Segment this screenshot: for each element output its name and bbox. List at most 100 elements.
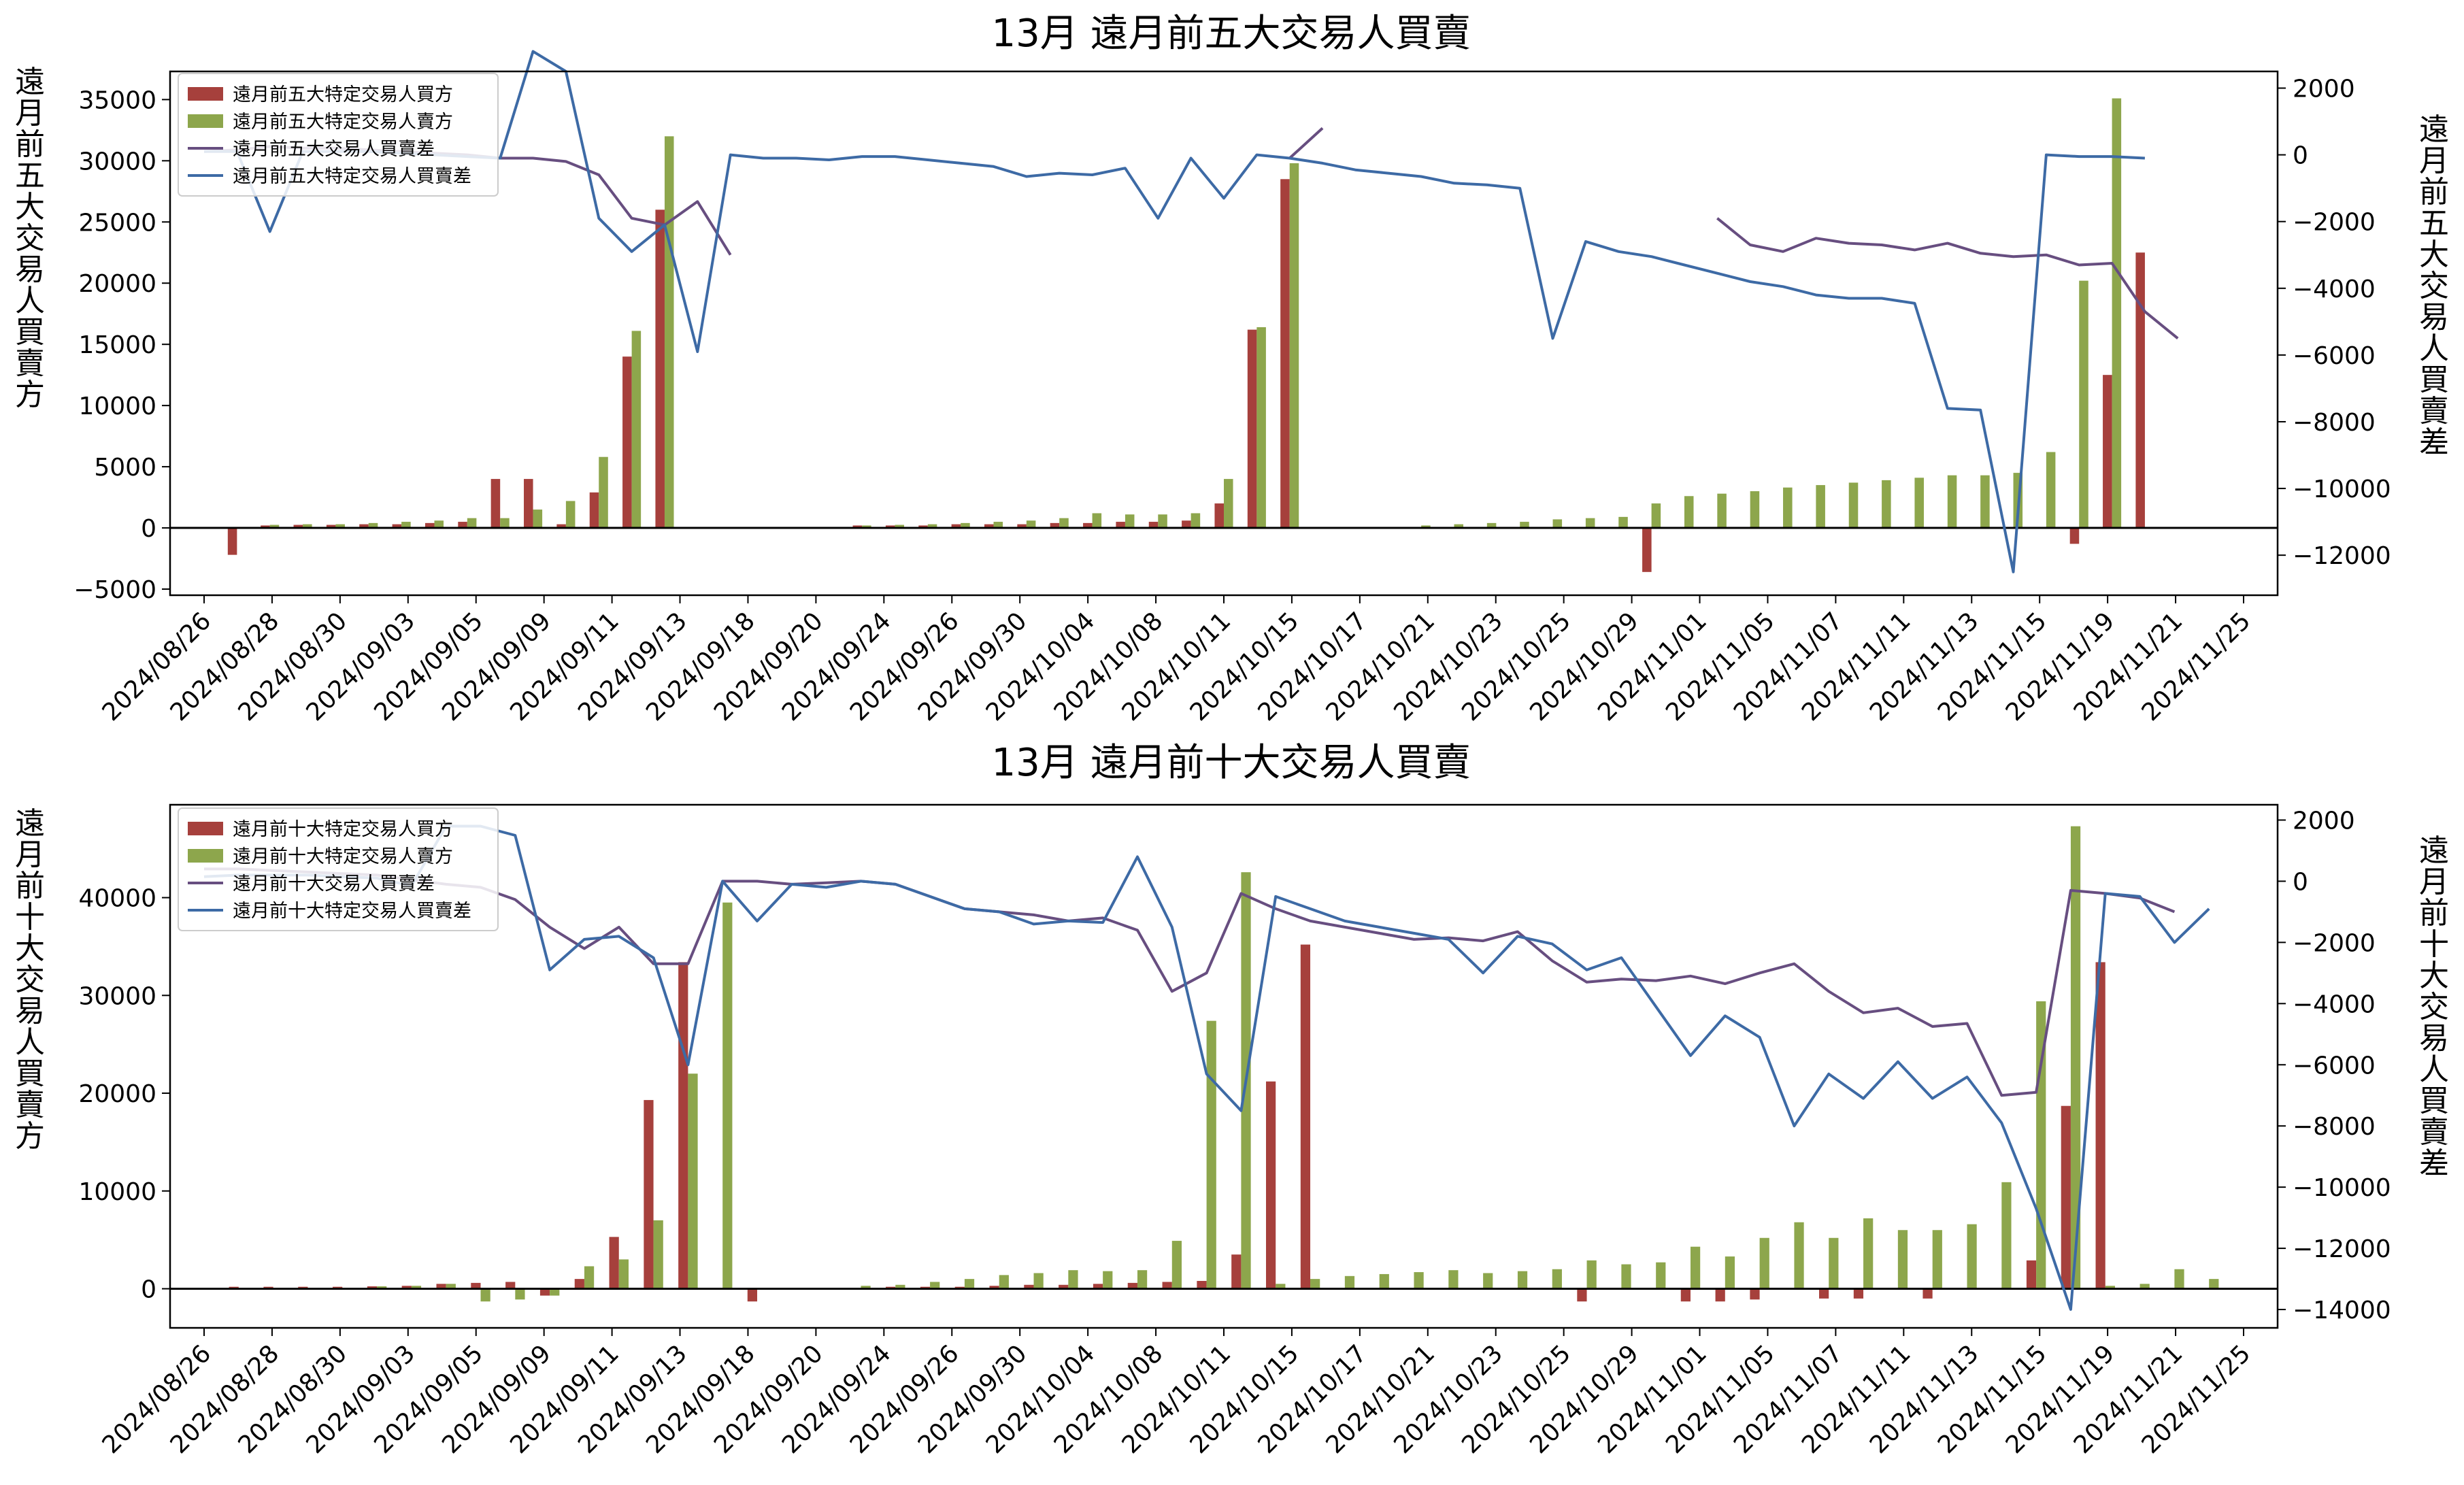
bar-buy — [2103, 375, 2112, 529]
bar-sell — [1863, 1218, 1874, 1289]
right-tick-label: −12000 — [2293, 1235, 2391, 1263]
bar-sell — [269, 524, 280, 529]
bar-buy — [1853, 1288, 1864, 1299]
bar-sell — [2174, 1269, 2184, 1289]
bar-sell — [2079, 280, 2088, 529]
bar-sell — [1897, 1230, 1908, 1289]
right-tick-label: −14000 — [2293, 1297, 2391, 1324]
left-tick-label: 5000 — [94, 454, 156, 482]
legend-entry: 遠月前五大交易人買賣差 — [233, 139, 435, 160]
bar-sell — [1289, 163, 1299, 529]
legend-entry: 遠月前十大特定交易人買賣差 — [233, 901, 471, 922]
bar-buy — [1148, 522, 1159, 529]
bar-buy — [2061, 1105, 2071, 1289]
bar-buy — [471, 1282, 481, 1289]
bar-sell — [565, 501, 576, 529]
legend-entry: 遠月前五大特定交易人買方 — [233, 84, 453, 105]
right-tick-label: −6000 — [2293, 1052, 2376, 1080]
bar-sell — [1618, 516, 1628, 529]
bar-sell — [862, 525, 871, 529]
bar-sell — [515, 1288, 525, 1300]
bar-buy — [359, 524, 369, 529]
right-tick-label: −8000 — [2293, 409, 2376, 437]
bar-sell — [480, 1288, 490, 1302]
bar-buy — [852, 525, 863, 529]
bar-buy — [293, 524, 303, 529]
bar-buy — [1922, 1288, 1933, 1299]
bar-sell — [1125, 514, 1135, 529]
legend: 遠月前五大特定交易人買方遠月前五大特定交易人賣方遠月前五大交易人買賣差遠月前五大… — [178, 73, 499, 197]
bar-sell — [1454, 524, 1464, 529]
left-tick-label: 0 — [141, 515, 156, 543]
bar-buy — [1093, 1284, 1103, 1289]
bar-sell — [1750, 491, 1760, 529]
bar-sell — [1206, 1020, 1216, 1289]
bar-buy — [1214, 503, 1224, 529]
bar-sell — [1829, 1237, 1839, 1289]
bar-buy — [1280, 179, 1290, 529]
legend-swatch — [188, 87, 223, 101]
bar-sell — [1967, 1224, 1977, 1289]
bar-buy — [1182, 520, 1191, 529]
bar-sell — [1552, 519, 1563, 529]
bar-sell — [446, 1284, 456, 1289]
bar-buy — [885, 525, 895, 529]
bar-sell — [1059, 518, 1069, 529]
bar-buy — [1024, 1284, 1034, 1289]
bar-sell — [1932, 1230, 1942, 1289]
bar-sell — [1586, 1260, 1597, 1289]
bar-sell — [1585, 518, 1595, 529]
bar-sell — [664, 136, 674, 529]
right-axis-label: 遠月前五大交易人買賣差 — [2419, 112, 2449, 460]
right-tick-label: 0 — [2293, 142, 2308, 170]
bar-buy — [2069, 528, 2080, 544]
left-tick-label: 20000 — [78, 270, 156, 298]
bar-buy — [655, 210, 665, 529]
bar-buy — [539, 1288, 550, 1296]
bar-sell — [1520, 522, 1529, 529]
bar-buy — [524, 479, 533, 529]
bar-buy — [1300, 944, 1311, 1289]
bar-sell — [1103, 1271, 1113, 1289]
bar-sell — [1256, 327, 1266, 529]
bar-buy — [747, 1288, 758, 1302]
legend-swatch — [188, 822, 223, 835]
bar-sell — [1517, 1271, 1528, 1289]
bar-sell — [1224, 479, 1233, 529]
right-tick-label: −2000 — [2293, 209, 2376, 237]
legend-entry: 遠月前五大特定交易人買賣差 — [233, 166, 471, 187]
bar-sell — [1914, 478, 1924, 529]
chart-title: 13月 遠月前五大交易人買賣 — [991, 12, 1471, 56]
bar-buy — [1231, 1254, 1242, 1289]
bar-sell — [1310, 1279, 1320, 1289]
left-tick-label: 20000 — [78, 1080, 156, 1108]
bar-buy — [227, 528, 237, 555]
bar-sell — [303, 524, 312, 529]
bar-sell — [930, 1282, 940, 1289]
bar-sell — [533, 510, 543, 529]
bar-buy — [609, 1237, 619, 1289]
bar-buy — [2095, 962, 2105, 1289]
bar-buy — [2135, 252, 2145, 529]
bar-sell — [1816, 485, 1825, 529]
bar-sell — [1552, 1269, 1562, 1289]
right-tick-label: −6000 — [2293, 342, 2376, 370]
bar-buy — [556, 524, 566, 529]
line-diff-specific — [204, 50, 2145, 573]
left-tick-label: 25000 — [78, 209, 156, 237]
right-tick-label: −12000 — [2293, 542, 2391, 570]
chart-title: 13月 遠月前十大交易人買賣 — [991, 741, 1471, 785]
bar-buy — [918, 525, 928, 529]
bar-buy — [589, 492, 599, 529]
bar-buy — [367, 1286, 378, 1289]
left-tick-label: −5000 — [73, 576, 156, 604]
right-tick-label: −10000 — [2293, 1174, 2391, 1202]
bar-buy — [505, 1282, 516, 1289]
line-diff-all — [204, 867, 2176, 1097]
right-tick-label: −8000 — [2293, 1113, 2376, 1141]
bar-sell — [722, 902, 733, 1289]
legend-entry: 遠月前十大交易人買賣差 — [233, 873, 435, 895]
bar-buy — [2026, 1260, 2037, 1289]
